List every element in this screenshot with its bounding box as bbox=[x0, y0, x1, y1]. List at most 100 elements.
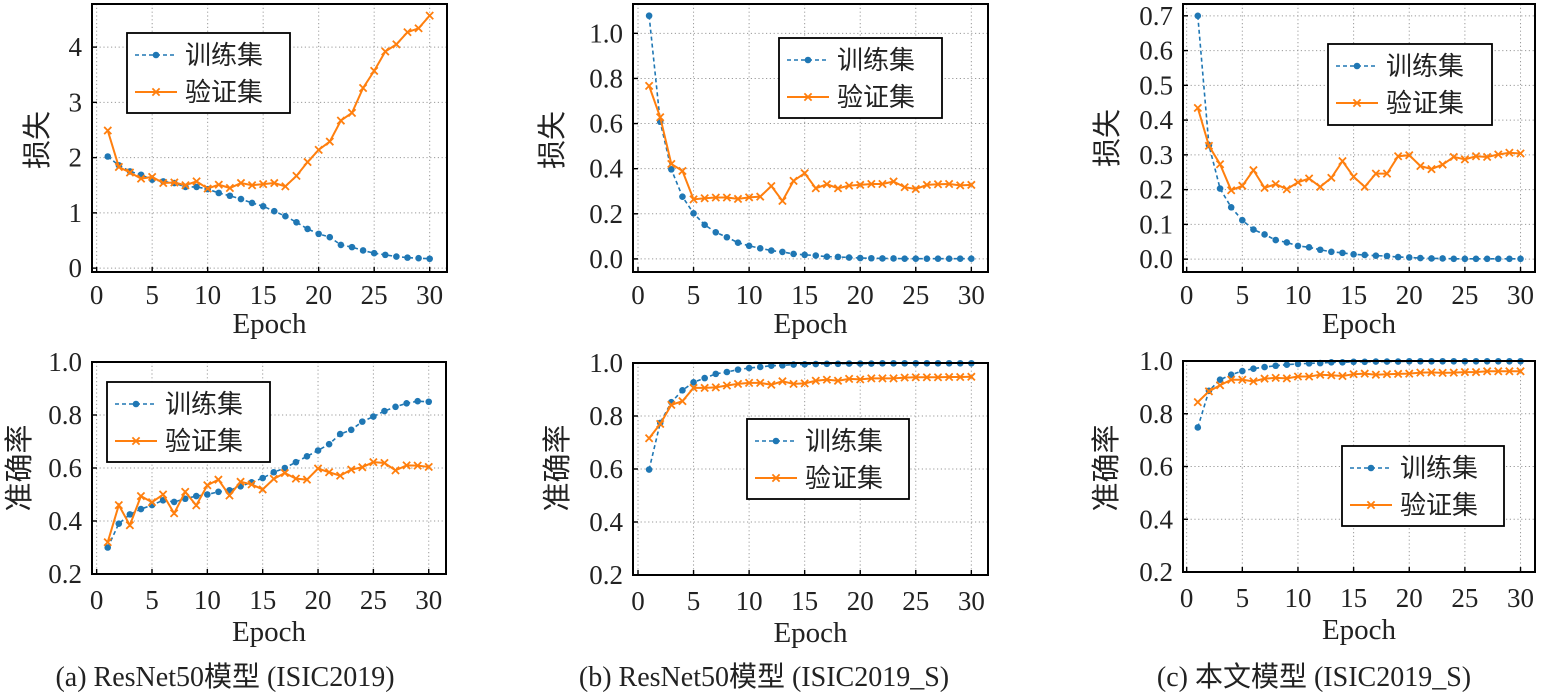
legend-entry-train: 训练集 bbox=[115, 390, 243, 420]
y-tick-label: 0.2 bbox=[1139, 175, 1173, 205]
data-point bbox=[381, 251, 389, 259]
y-tick-label: 0.4 bbox=[589, 507, 623, 537]
data-point bbox=[1449, 368, 1458, 377]
data-point bbox=[833, 184, 843, 193]
data-point bbox=[1505, 148, 1514, 158]
x-tick-label: 0 bbox=[631, 280, 645, 310]
data-point bbox=[1272, 236, 1280, 244]
caption-b: (b) ResNet50模型 (ISIC2019_S) bbox=[579, 661, 949, 692]
y-axis-label: 损失 bbox=[1091, 109, 1124, 167]
y-tick-label: 0.7 bbox=[1139, 1, 1173, 31]
y-axis: 0.0 0.2 0.4 0.6 0.8 1.0 bbox=[589, 18, 638, 274]
y-tick-label: 1.0 bbox=[48, 347, 82, 377]
data-point bbox=[370, 249, 378, 257]
data-point bbox=[1204, 387, 1214, 396]
series-line-validation bbox=[106, 461, 429, 543]
y-tick-label: 0.8 bbox=[589, 401, 623, 431]
data-point bbox=[1382, 169, 1392, 178]
data-point bbox=[192, 501, 201, 510]
y-axis-label: 准确率 bbox=[541, 424, 574, 511]
data-point bbox=[369, 66, 379, 76]
panel-a-acc: 0 5 10 15 20 25 30 0.2 0.4 0.6 0.8 1.0 Epoch 准确率 训练集验证… bbox=[3, 347, 447, 648]
data-point bbox=[1282, 374, 1292, 383]
data-point bbox=[1283, 361, 1291, 368]
x-axis-label: Epoch bbox=[1322, 308, 1397, 340]
data-point bbox=[722, 193, 732, 202]
data-point bbox=[1327, 173, 1336, 183]
data-point bbox=[900, 373, 909, 382]
data-point bbox=[314, 447, 322, 454]
data-point bbox=[292, 458, 300, 466]
legend-marker bbox=[151, 87, 161, 97]
legend-marker bbox=[132, 400, 140, 408]
data-point bbox=[1193, 103, 1203, 113]
data-point bbox=[335, 471, 345, 480]
data-point bbox=[303, 157, 312, 167]
data-point bbox=[1460, 367, 1470, 377]
data-point bbox=[258, 485, 267, 494]
data-point bbox=[1482, 367, 1492, 376]
data-point bbox=[1260, 183, 1269, 193]
plot-frame bbox=[91, 3, 448, 273]
x-tick-label: 0 bbox=[1180, 583, 1194, 613]
data-point bbox=[968, 255, 975, 262]
y-tick-label: 0.8 bbox=[589, 63, 623, 93]
data-point bbox=[790, 250, 797, 258]
x-axis: 0 5 10 15 20 25 30 bbox=[90, 569, 442, 615]
data-point bbox=[734, 239, 742, 246]
y-tick-label: 0.4 bbox=[1139, 105, 1173, 135]
data-point bbox=[247, 181, 257, 190]
data-point bbox=[403, 27, 412, 37]
data-point bbox=[381, 47, 390, 56]
data-point bbox=[678, 396, 687, 406]
caption-a: (a) ResNet50模型 (ISIC2019) bbox=[55, 661, 394, 692]
data-point bbox=[668, 166, 675, 173]
data-point bbox=[1215, 381, 1225, 390]
y-tick-label: 0.2 bbox=[589, 560, 623, 590]
data-point bbox=[369, 457, 378, 467]
data-point bbox=[955, 372, 965, 382]
data-point bbox=[822, 375, 832, 384]
legend-entry-validation: 验证集 bbox=[115, 427, 243, 457]
y-axis-label: 准确率 bbox=[3, 424, 36, 511]
data-point bbox=[1482, 152, 1492, 162]
x-tick-label: 5 bbox=[1236, 583, 1250, 613]
data-point bbox=[1227, 204, 1235, 211]
data-point bbox=[1216, 376, 1224, 384]
data-point bbox=[214, 180, 224, 189]
data-point bbox=[1293, 372, 1303, 381]
data-point bbox=[326, 233, 334, 241]
data-point bbox=[1315, 370, 1325, 379]
x-tick-label: 15 bbox=[249, 585, 276, 615]
data-point bbox=[844, 374, 854, 384]
data-point bbox=[922, 373, 932, 382]
data-point bbox=[236, 477, 245, 487]
x-tick-label: 5 bbox=[687, 586, 701, 616]
data-point bbox=[214, 475, 223, 484]
data-point bbox=[868, 254, 875, 262]
x-axis: 0 5 10 15 20 25 30 bbox=[631, 570, 985, 616]
x-axis-label: Epoch bbox=[232, 308, 307, 340]
data-point bbox=[1516, 367, 1525, 376]
x-tick-label: 15 bbox=[791, 586, 818, 616]
y-tick-label: 3 bbox=[69, 87, 83, 117]
data-point bbox=[667, 400, 676, 410]
data-point bbox=[855, 180, 865, 190]
x-tick-label: 0 bbox=[90, 280, 104, 310]
data-point bbox=[337, 241, 345, 249]
data-point bbox=[1427, 164, 1436, 174]
data-point bbox=[1239, 216, 1246, 224]
x-tick-label: 25 bbox=[361, 280, 388, 310]
data-point bbox=[404, 254, 411, 261]
data-point bbox=[358, 83, 368, 93]
data-point bbox=[1216, 185, 1224, 192]
data-point bbox=[1439, 255, 1446, 262]
data-point bbox=[1204, 141, 1214, 151]
data-point bbox=[1327, 371, 1336, 380]
data-point bbox=[147, 172, 157, 182]
data-point bbox=[712, 370, 720, 378]
data-point bbox=[193, 183, 200, 191]
